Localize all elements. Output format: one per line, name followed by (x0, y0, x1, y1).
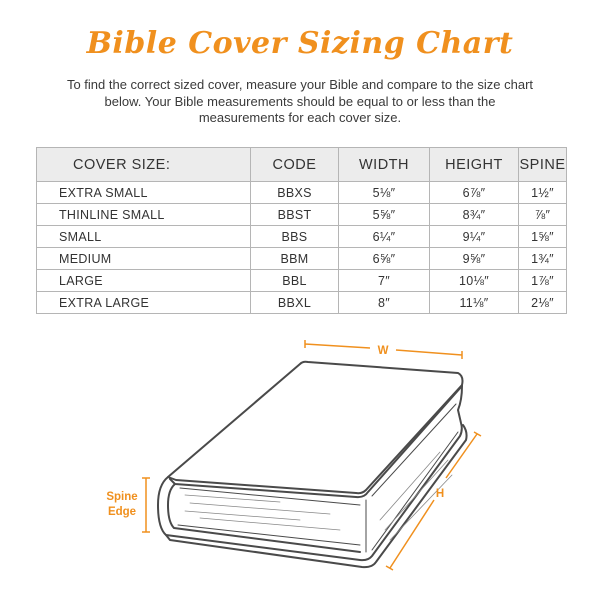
cell-spine: ⅞″ (518, 203, 567, 226)
dimension-lines (142, 340, 482, 571)
header-spine: SPINE (518, 147, 567, 182)
book-illustration (157, 360, 468, 569)
header-width: WIDTH (338, 147, 430, 182)
table-row: THINLINE SMALL BBST 5⅝″ 8¾″ ⅞″ (36, 203, 567, 226)
cell-cover-size: EXTRA LARGE (36, 291, 251, 314)
cell-height: 6⅞″ (429, 181, 519, 204)
header-code: CODE (250, 147, 339, 182)
cell-spine: 2⅛″ (518, 291, 567, 314)
width-label: W (378, 345, 389, 357)
height-dimension-line (385, 431, 482, 571)
intro-text: To find the correct sized cover, measure… (66, 77, 534, 125)
cell-code: BBXL (250, 291, 339, 314)
page-title: Bible Cover Sizing Chart (86, 26, 514, 61)
spine-label: Spine (106, 491, 137, 503)
cell-height: 11⅛″ (429, 291, 519, 314)
table-row: EXTRA LARGE BBXL 8″ 11⅛″ 2⅛″ (36, 291, 567, 314)
header-cover-size: COVER SIZE: (36, 147, 251, 182)
cell-code: BBS (250, 225, 339, 248)
width-dimension-line (304, 340, 463, 359)
height-label: H (436, 488, 444, 500)
spine-dimension-line (142, 477, 150, 533)
table-row: EXTRA SMALL BBXS 5⅛″ 6⅞″ 1½″ (36, 181, 567, 204)
page-lines (184, 451, 453, 541)
sizing-table: COVER SIZE: CODE WIDTH HEIGHT SPINE EXTR… (36, 147, 567, 314)
cell-height: 8¾″ (429, 203, 519, 226)
edge-label: Edge (108, 506, 136, 518)
